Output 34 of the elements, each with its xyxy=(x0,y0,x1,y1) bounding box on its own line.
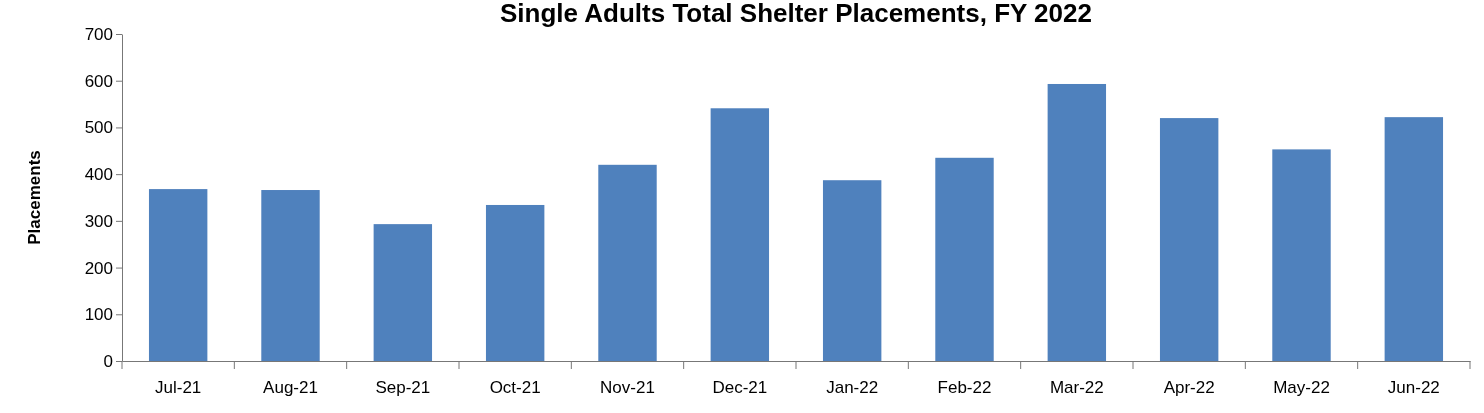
x-tick-label: Aug-21 xyxy=(263,378,318,398)
bar xyxy=(373,224,433,361)
bar xyxy=(1047,83,1107,361)
x-tick-label: Feb-22 xyxy=(937,378,992,398)
y-axis-title: Placements xyxy=(25,150,44,245)
y-tick-label: 600 xyxy=(84,71,113,91)
x-tick-label: Jan-22 xyxy=(826,378,879,398)
x-tick-label: Nov-21 xyxy=(600,378,655,398)
y-tick-label: 400 xyxy=(84,165,113,185)
y-tick-label: 500 xyxy=(84,118,113,138)
x-tick-label: Jul-21 xyxy=(155,378,202,398)
x-tick-label: Oct-21 xyxy=(489,378,541,398)
x-tick-label: Apr-22 xyxy=(1163,378,1215,398)
bar xyxy=(1272,149,1331,361)
y-tick-label: 200 xyxy=(84,258,113,278)
x-tick-label: Dec-21 xyxy=(712,378,768,398)
y-tick-label: 0 xyxy=(103,351,113,371)
bar xyxy=(710,108,770,361)
x-tick-label: Jun-22 xyxy=(1387,378,1440,398)
bar xyxy=(148,189,208,361)
y-tick-label: 300 xyxy=(84,211,113,231)
chart-title: Single Adults Total Shelter Placements, FY 2022 xyxy=(500,0,1092,28)
bar xyxy=(598,164,657,361)
x-tick-label: Sep-21 xyxy=(375,378,431,398)
x-tick-label: May-22 xyxy=(1273,378,1330,398)
y-tick-label: 100 xyxy=(84,305,113,325)
bar xyxy=(935,157,994,361)
bar xyxy=(822,180,882,361)
bar xyxy=(1384,117,1444,361)
x-tick-label: Mar-22 xyxy=(1049,378,1104,398)
y-tick-label: 700 xyxy=(84,24,113,44)
bar xyxy=(261,190,320,361)
bar xyxy=(1159,118,1219,361)
bar xyxy=(485,204,545,361)
